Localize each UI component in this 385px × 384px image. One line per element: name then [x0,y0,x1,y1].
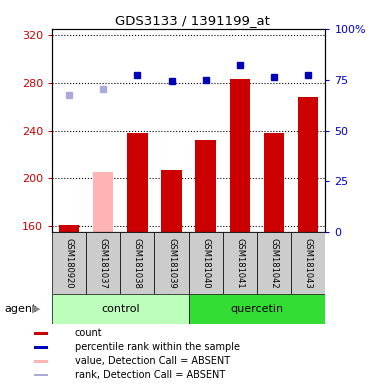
Text: agent: agent [5,304,37,314]
Bar [59,225,79,232]
Bar [52,232,86,294]
Bar [154,232,189,294]
Text: count: count [75,328,102,338]
Text: GSM181042: GSM181042 [270,238,279,288]
Bar [189,294,325,324]
Bar [86,232,120,294]
Bar [120,232,154,294]
Text: GSM181038: GSM181038 [133,238,142,288]
Text: value, Detection Call = ABSENT: value, Detection Call = ABSENT [75,356,230,366]
Text: GSM181037: GSM181037 [99,238,108,288]
Text: GSM181043: GSM181043 [304,238,313,288]
Bar [161,170,182,232]
Bar [52,294,189,324]
Bar [257,232,291,294]
Bar [291,232,325,294]
Bar [34,332,49,335]
Text: GSM181039: GSM181039 [167,238,176,288]
Bar [93,172,114,232]
Text: GDS3133 / 1391199_at: GDS3133 / 1391199_at [115,14,270,27]
Text: percentile rank within the sample: percentile rank within the sample [75,342,240,352]
Bar [127,133,147,232]
Bar [229,79,250,232]
Bar [34,346,49,349]
Text: control: control [101,304,140,314]
Text: GSM181041: GSM181041 [235,238,244,288]
Text: rank, Detection Call = ABSENT: rank, Detection Call = ABSENT [75,370,225,380]
Bar [34,374,49,376]
Text: GSM180920: GSM180920 [65,238,74,288]
Bar [189,232,223,294]
Text: ▶: ▶ [32,304,40,314]
Bar [264,133,284,232]
Bar [34,360,49,362]
Text: GSM181040: GSM181040 [201,238,210,288]
Bar [223,232,257,294]
Bar [196,140,216,232]
Bar [298,97,318,232]
Text: quercetin: quercetin [231,304,283,314]
